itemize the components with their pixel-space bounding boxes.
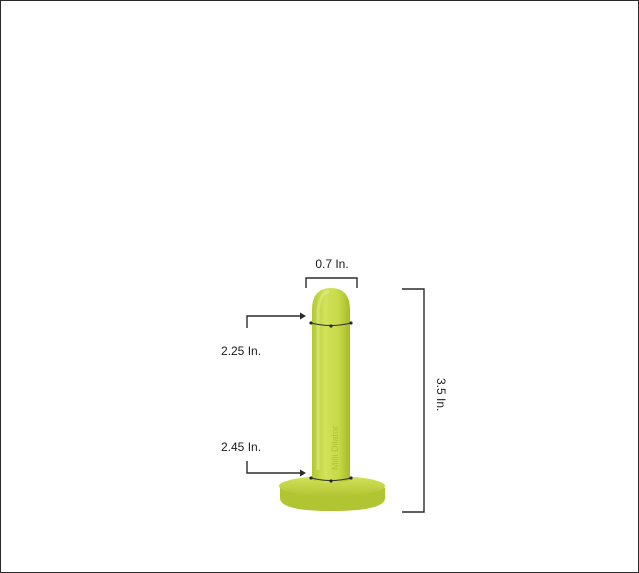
upper-circumference-arrow <box>246 312 306 328</box>
upper-circumference-line <box>309 321 353 328</box>
height-label: 3.5 In. <box>434 378 448 411</box>
product-engraving: Milli Dilator <box>330 426 340 470</box>
lower-circumference-label: 2.45 In. <box>221 440 261 454</box>
top-width-label: 0.7 In. <box>315 257 348 271</box>
lower-circumference-arrow <box>246 461 306 477</box>
top-width-bracket <box>305 277 358 288</box>
height-bracket <box>402 288 425 513</box>
dilator-base <box>279 476 385 511</box>
dilator-shaft <box>312 288 350 483</box>
upper-circumference-label: 2.25 In. <box>221 344 261 358</box>
lower-circumference-line <box>309 476 353 483</box>
